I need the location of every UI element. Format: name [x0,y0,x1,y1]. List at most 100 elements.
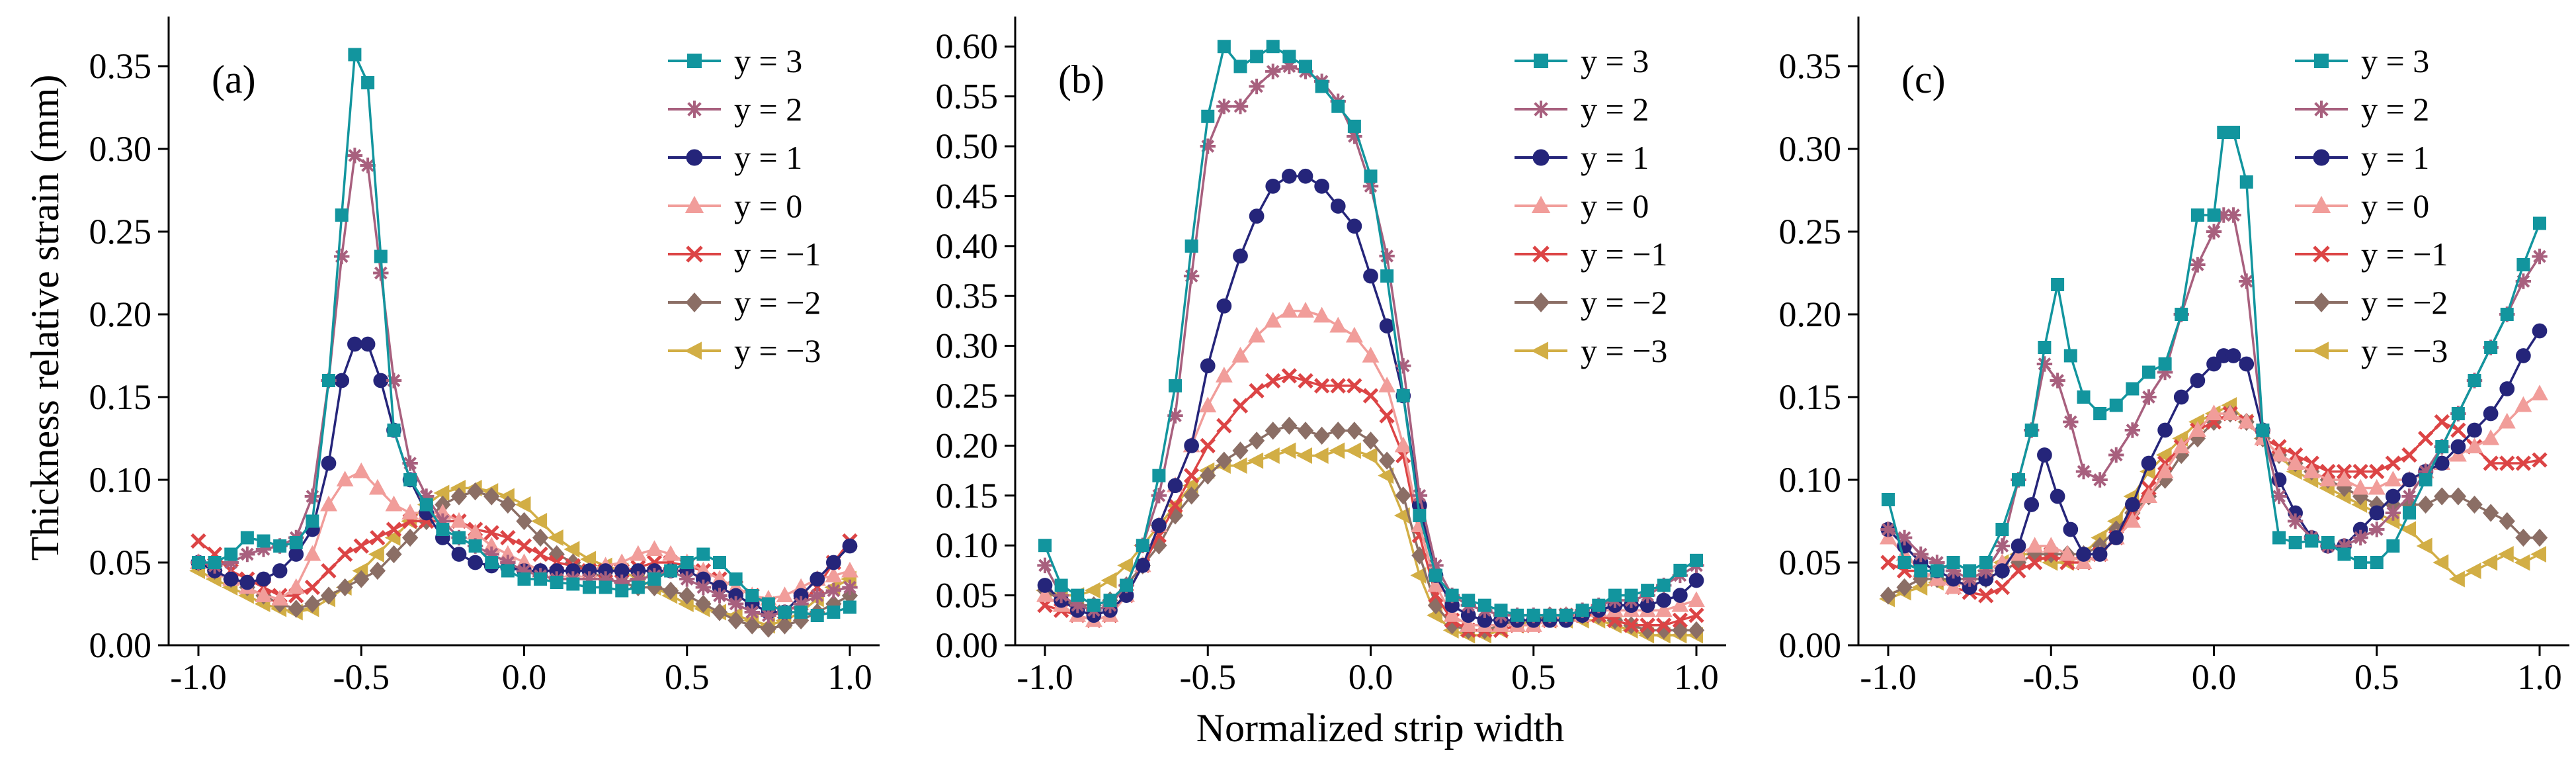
y-tick-label: 0.00 [936,625,999,665]
data-point [436,523,450,536]
data-point [1962,571,1977,587]
data-point [2450,487,2467,506]
data-point [2271,488,2287,504]
data-point [1232,398,1249,414]
data-point [2335,471,2353,486]
data-point [1266,40,1280,54]
data-point [255,586,272,602]
data-point [2434,414,2450,430]
data-point [1247,452,1264,469]
data-point [1462,594,1475,608]
data-point [257,534,270,548]
data-point [336,471,354,486]
data-point [1136,539,1149,553]
legend-label: y = 3 [1581,42,1649,79]
legend-marker [686,149,703,166]
data-point [223,571,239,587]
data-point [2515,455,2532,471]
data-point [2237,412,2255,429]
data-point [1330,378,1346,394]
data-point [1559,608,1573,622]
data-point [1233,248,1248,264]
y-tick-label: 0.05 [1779,543,1842,582]
data-point [1494,604,1508,617]
data-point [1347,378,1362,394]
data-point [745,589,759,602]
data-point [1054,578,1068,592]
data-point [1688,608,1704,623]
data-point [451,547,467,562]
data-point [597,571,614,587]
legend-entry: y = 2 [1515,91,1649,128]
data-point [2108,530,2124,545]
data-point [2432,554,2449,571]
data-point [271,590,289,606]
data-point [2037,447,2052,463]
data-point [1232,441,1249,460]
y-tick-label: 0.05 [89,543,152,582]
data-point [727,596,744,612]
data-point [2435,440,2449,453]
data-point [2157,364,2173,381]
x-tick-label: -1.0 [1860,657,1916,697]
data-point [2401,488,2417,504]
data-point [2225,348,2241,363]
data-point [2050,488,2065,504]
data-point [1396,389,1410,403]
legend-label: y = −1 [2361,236,2448,273]
data-point [347,336,362,352]
legend-entry: y = 2 [668,91,802,128]
data-point [2173,437,2190,453]
data-point [2051,278,2065,291]
data-point [1053,587,1069,604]
data-point [1315,79,1329,93]
data-point [1135,558,1151,573]
data-point [1995,563,2010,578]
data-point [1248,431,1265,450]
data-point [1329,442,1345,459]
data-point [1281,368,1298,384]
data-point [2076,547,2091,562]
data-point [729,572,743,586]
data-point [337,546,353,563]
data-point [1963,564,1977,578]
x-tick-label: 1.0 [2517,657,2562,697]
data-point [1298,373,1313,389]
legend-entry: y = −1 [668,236,821,273]
data-point [2401,447,2417,463]
data-point [2109,398,2123,412]
legend-label: y = 1 [1581,139,1649,176]
data-point [1411,488,1428,504]
data-point [583,580,596,594]
data-point [2036,356,2053,372]
y-tick-label: 0.00 [89,625,152,665]
data-point [713,556,726,569]
data-point [2093,407,2107,420]
data-point [468,555,483,570]
data-point [1345,442,1361,459]
data-point [2239,356,2255,372]
data-point [2482,504,2499,522]
data-point [2498,412,2516,429]
data-point [1330,422,1347,440]
data-point [680,556,694,569]
data-point [1265,422,1281,440]
data-point [547,529,563,546]
legend-entry: y = −2 [668,284,821,321]
legend: y = 3 y = 2 y = 1 y = 0 y = −1 y = −2 y = −3 [1515,42,1667,369]
data-point [1200,437,1216,454]
series-0 [192,48,856,622]
data-point [2386,488,2401,504]
data-point [810,609,824,622]
data-point [2026,537,2044,553]
data-point [1069,597,1085,613]
data-point [1896,578,1913,597]
data-point [1914,564,1928,578]
data-point [2063,414,2079,430]
data-point [679,571,695,587]
data-point [760,619,777,638]
data-point [2514,396,2532,412]
data-point [1978,563,1994,579]
data-point [304,545,321,561]
data-point [2288,536,2302,549]
